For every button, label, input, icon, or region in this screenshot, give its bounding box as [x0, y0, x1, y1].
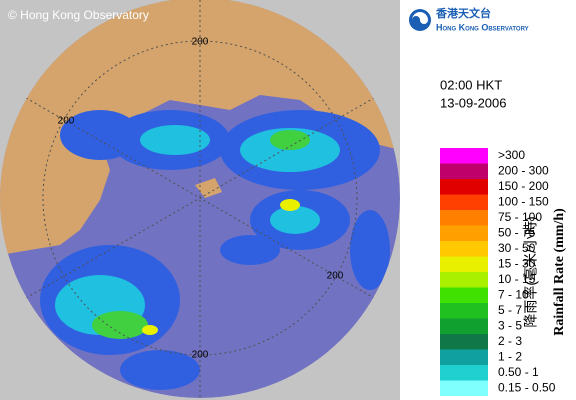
legend-swatch	[440, 349, 488, 365]
legend-swatch	[440, 225, 488, 241]
logo-chinese: 香港天文台	[435, 6, 491, 20]
legend-title-english: Rainfall Rate (mm/h)	[552, 208, 567, 336]
range-rings	[0, 0, 400, 398]
legend-swatch	[440, 256, 488, 272]
legend-swatch	[440, 194, 488, 210]
rain-cell	[270, 130, 310, 150]
legend-swatch	[440, 380, 488, 396]
legend-label: 75 - 100	[498, 210, 542, 224]
rain-cell	[270, 206, 320, 234]
legend-swatch	[440, 272, 488, 288]
legend-swatch	[440, 287, 488, 303]
date: 13-09-2006	[440, 95, 507, 110]
legend-label: 30 - 50	[498, 241, 536, 255]
legend-swatch	[440, 210, 488, 226]
rain-cell	[350, 210, 390, 290]
rain-cell	[140, 125, 210, 155]
ring-label: 200	[58, 116, 75, 127]
ring-label: 200	[192, 350, 209, 361]
legend-label: 1 - 2	[498, 349, 522, 363]
legend-swatch	[440, 241, 488, 257]
legend-label: 200 - 300	[498, 163, 549, 177]
legend-label: 15 - 30	[498, 256, 536, 270]
legend-swatch	[440, 163, 488, 179]
legend-label: 100 - 150	[498, 194, 549, 208]
time: 02:00 HKT	[440, 77, 502, 92]
rain-cell	[92, 311, 148, 339]
legend-label: 2 - 3	[498, 334, 522, 348]
rain-cell	[280, 199, 300, 211]
land	[0, 0, 400, 255]
range-axis	[0, 82, 400, 314]
rain-cell	[220, 235, 280, 265]
logo: 香港天文台 Hong Kong Observatory	[409, 6, 529, 32]
legend-swatch	[440, 365, 488, 381]
radar-disc	[0, 0, 400, 398]
legend-label: 50 - 75	[498, 225, 536, 239]
logo-swirl	[412, 12, 428, 24]
ring-label: 200	[327, 271, 344, 282]
legend-label: 7 - 10	[498, 287, 529, 301]
island	[195, 178, 222, 198]
legend-swatch	[440, 179, 488, 195]
legend-label: 150 - 200	[498, 179, 549, 193]
legend-label: 0.50 - 1	[498, 365, 539, 379]
rain-cell	[60, 110, 140, 160]
ring-labels: 200 200 200 200	[58, 37, 344, 361]
legend-label: 5 - 7	[498, 303, 522, 317]
legend-swatch	[440, 148, 488, 164]
legend-swatch	[440, 303, 488, 319]
rain-cell	[142, 325, 158, 335]
legend-swatch	[440, 334, 488, 350]
legend-label: 3 - 5	[498, 318, 522, 332]
legend-label: 0.15 - 0.50	[498, 380, 556, 394]
rain-cell	[120, 350, 200, 390]
logo-english: Hong Kong Observatory	[436, 22, 529, 32]
copyright: © Hong Kong Observatory	[8, 8, 149, 22]
rain-heavy	[92, 130, 310, 339]
legend-swatch	[440, 318, 488, 334]
legend-label: >300	[498, 148, 525, 162]
legend-title-chinese: 降雨率(毫米/小時)	[523, 216, 539, 327]
ring-label: 200	[192, 37, 209, 48]
legend-label: 10 - 15	[498, 272, 536, 286]
